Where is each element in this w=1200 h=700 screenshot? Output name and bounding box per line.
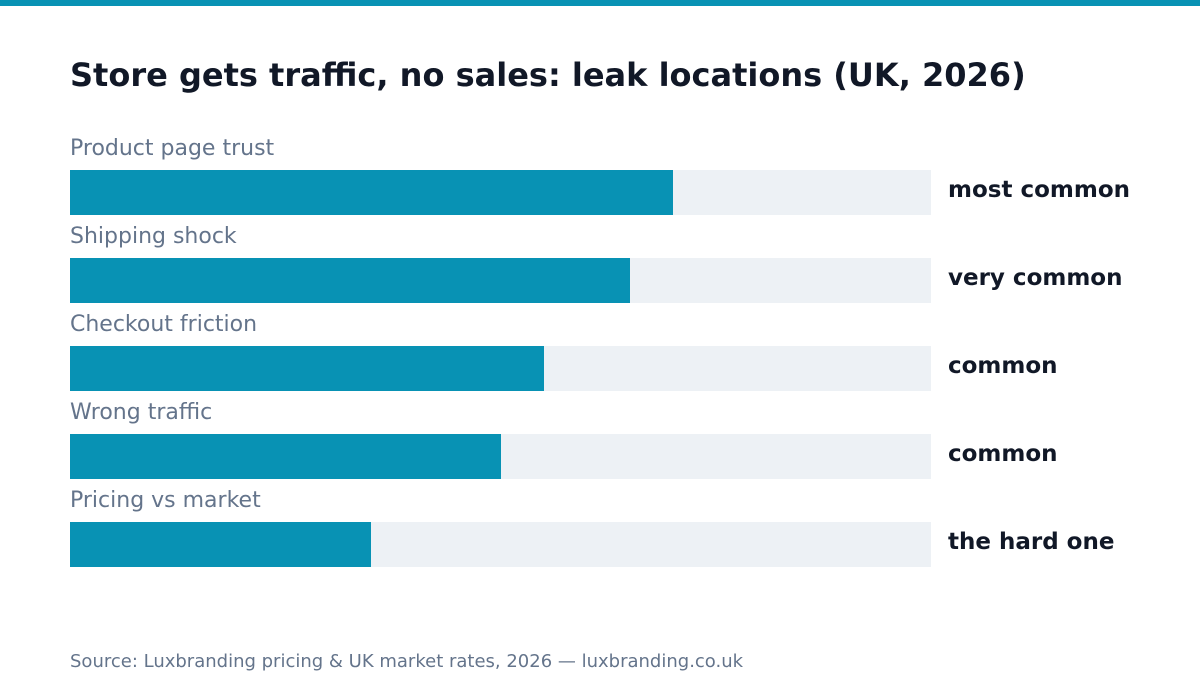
value-label: very common: [948, 265, 1123, 291]
bar-fill: [70, 170, 673, 215]
bar-fill: [70, 258, 630, 303]
top-accent-bar: [0, 0, 1200, 6]
bar-row: Wrong traffic common: [70, 400, 1150, 488]
value-label: most common: [948, 177, 1131, 203]
bar-row: Shipping shock very common: [70, 224, 1150, 312]
value-label: the hard one: [948, 529, 1115, 555]
bar-fill: [70, 346, 544, 391]
bar-fill: [70, 434, 501, 479]
category-label: Wrong traffic: [70, 400, 213, 425]
chart-title: Store gets traffic, no sales: leak locat…: [70, 56, 1026, 94]
category-label: Pricing vs market: [70, 488, 261, 513]
category-label: Shipping shock: [70, 224, 237, 249]
bar-fill: [70, 522, 371, 567]
bar-row: Checkout friction common: [70, 312, 1150, 400]
category-label: Product page trust: [70, 136, 275, 161]
source-note: Source: Luxbranding pricing & UK market …: [70, 651, 744, 672]
value-label: common: [948, 353, 1058, 379]
value-label: common: [948, 441, 1058, 467]
bar-chart: Product page trust most common Shipping sh…: [70, 136, 1150, 576]
bar-track: [70, 170, 931, 215]
bar-row: Product page trust most common: [70, 136, 1150, 224]
bar-track: [70, 434, 931, 479]
bar-row: Pricing vs market the hard one: [70, 488, 1150, 576]
bar-track: [70, 346, 931, 391]
category-label: Checkout friction: [70, 312, 258, 337]
bar-track: [70, 522, 931, 567]
bar-track: [70, 258, 931, 303]
